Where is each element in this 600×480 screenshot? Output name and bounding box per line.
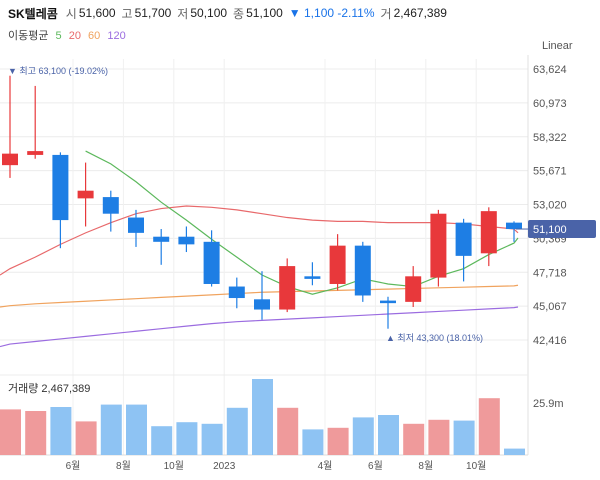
candle-body — [153, 236, 170, 242]
volume-bar — [352, 417, 374, 455]
price-tick-label: 53,020 — [533, 200, 567, 212]
ma-legend-120: 120 — [107, 30, 126, 42]
candle-body — [228, 286, 245, 299]
volume-bar — [226, 407, 248, 455]
moving-average-legend[interactable]: 이동평균 5 20 60 120 — [8, 27, 130, 43]
volume-bar — [302, 429, 324, 455]
volume-bar — [504, 448, 525, 455]
candle-body — [506, 222, 522, 230]
volume-axis-label: 25.9m — [533, 398, 564, 410]
volume-bar — [327, 427, 349, 455]
price-tick-label: 63,624 — [533, 64, 567, 76]
price-tick-label: 58,322 — [533, 132, 567, 144]
stock-name: SK텔레콤 — [8, 6, 58, 21]
volume-bar — [100, 404, 122, 455]
volume-bar — [126, 404, 147, 455]
high-annotation: ▼ 최고 63,100 (-19.02%) — [8, 66, 108, 76]
x-tick-label: 10월 — [164, 460, 184, 472]
candle-body — [2, 153, 18, 166]
ma-legend-60: 60 — [88, 30, 101, 42]
quote-header: SK텔레콤 시 51,600 고 51,700 저 50,100 종 51,10… — [8, 4, 453, 22]
volume-bar — [176, 422, 198, 455]
x-tick-label: 2023 — [213, 461, 236, 472]
scale-toggle[interactable]: Linear — [542, 40, 573, 52]
volume-value: 2,467,389 — [393, 6, 447, 20]
price-tick-label: 45,067 — [533, 301, 567, 313]
volume-label: 거 — [380, 6, 392, 21]
volume-bar — [403, 423, 425, 455]
high-value: 51,700 — [134, 6, 172, 20]
volume-bar — [277, 407, 299, 455]
x-tick-label: 6월 — [368, 460, 383, 472]
x-tick-label: 8월 — [116, 460, 131, 472]
volume-bar — [25, 411, 47, 455]
axes: 63,62460,97358,32255,67153,02050,36947,7… — [8, 64, 596, 472]
candle-body — [203, 241, 220, 284]
volume-bar — [50, 407, 72, 455]
volume-bar — [151, 426, 173, 455]
candle-body — [77, 190, 94, 199]
volume-bar — [478, 398, 500, 455]
candle-body — [27, 151, 44, 155]
x-tick-label: 8월 — [418, 460, 433, 472]
candle-body — [128, 217, 144, 233]
change-value: ▼ 1,100 -2.11% — [288, 6, 375, 20]
close-label: 종 — [233, 6, 245, 21]
candle-body — [455, 222, 472, 256]
candle-body — [52, 154, 69, 221]
candle-body — [380, 300, 396, 304]
candle-body — [329, 245, 346, 284]
price-tick-label: 42,416 — [533, 335, 567, 347]
ma-legend-20: 20 — [68, 30, 81, 42]
volume-bars — [0, 379, 525, 455]
open-label: 시 — [65, 6, 77, 21]
volume-bar — [201, 423, 223, 455]
current-price-label: 51,100 — [533, 224, 567, 236]
candle-body — [354, 245, 371, 296]
x-tick-label: 4월 — [318, 460, 333, 472]
candle-body — [405, 276, 422, 302]
candle-body — [254, 299, 270, 310]
high-label: 고 — [121, 6, 133, 21]
ma-legend-5: 5 — [55, 30, 62, 42]
volume-bar — [75, 421, 97, 455]
ma-line-20 — [0, 205, 519, 276]
annotations: ▼ 최고 63,100 (-19.02%) ▲ 최저 43,300 (18.01%… — [8, 66, 483, 343]
candle-body — [279, 266, 296, 310]
low-value: 50,100 — [190, 6, 228, 20]
candle-body — [304, 276, 321, 279]
volume-bar — [252, 379, 273, 455]
low-label: 저 — [177, 6, 189, 21]
price-tick-label: 60,973 — [533, 98, 567, 110]
candle-body — [430, 213, 447, 278]
candle-body — [178, 236, 195, 245]
candlesticks — [2, 75, 522, 329]
volume-bar — [428, 419, 450, 455]
price-tick-label: 55,671 — [533, 166, 567, 178]
volume-bar — [453, 420, 475, 455]
price-tick-label: 47,718 — [533, 267, 567, 279]
low-annotation: ▲ 최저 43,300 (18.01%) — [386, 333, 483, 343]
candle-body — [480, 211, 497, 254]
candle-body — [102, 197, 119, 214]
x-tick-label: 10월 — [466, 460, 486, 472]
current-price-tag — [528, 220, 596, 239]
volume-bar — [378, 415, 399, 455]
ma-line-120 — [0, 306, 519, 348]
volume-title: 거래량 2,467,389 — [8, 382, 90, 395]
ma-legend-title: 이동평균 — [8, 30, 49, 42]
x-tick-label: 6월 — [66, 460, 81, 472]
close-value: 51,100 — [246, 6, 283, 20]
volume-bar — [0, 409, 21, 455]
open-value: 51,600 — [78, 6, 116, 20]
